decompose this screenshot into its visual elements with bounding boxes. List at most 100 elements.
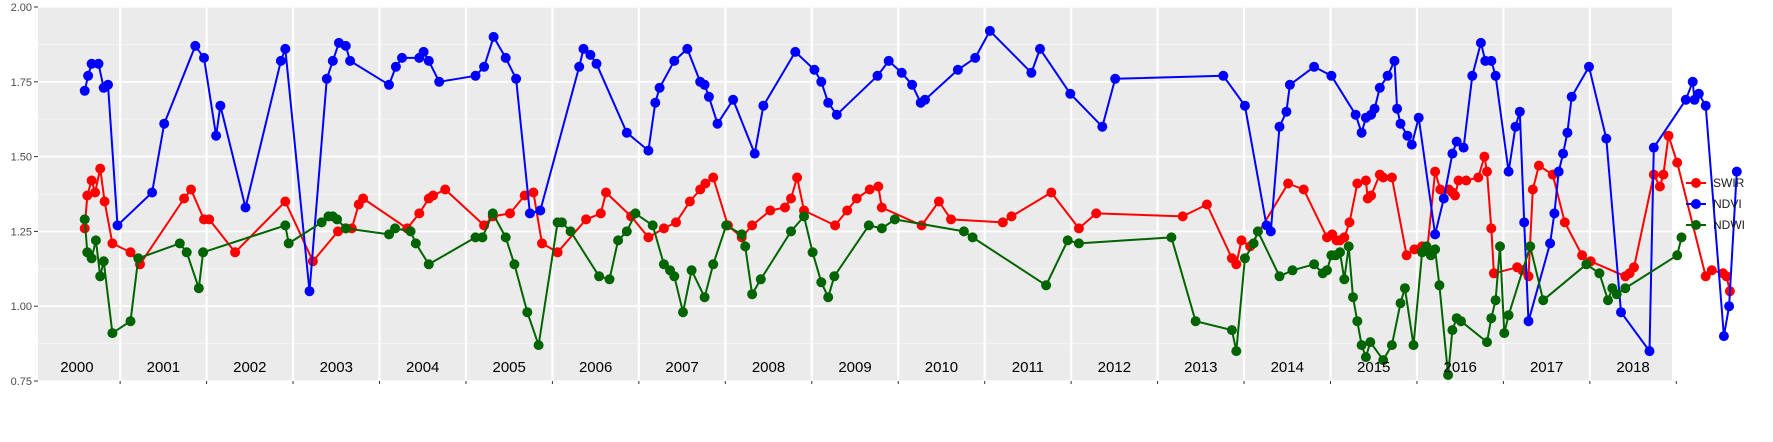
data-point xyxy=(240,202,251,213)
data-point xyxy=(595,208,606,219)
data-point xyxy=(883,55,894,66)
data-point xyxy=(1065,88,1076,99)
data-point xyxy=(179,193,190,204)
data-point xyxy=(958,226,969,237)
data-point xyxy=(1584,61,1594,72)
data-point xyxy=(1265,226,1276,237)
data-point xyxy=(1218,70,1229,81)
data-point xyxy=(1450,190,1460,201)
data-point xyxy=(1298,184,1309,195)
data-point xyxy=(842,205,853,216)
data-point xyxy=(952,64,963,75)
data-point xyxy=(1356,340,1367,351)
data-point xyxy=(528,187,539,198)
data-point xyxy=(1190,316,1201,327)
data-point xyxy=(1700,100,1711,111)
data-point xyxy=(500,232,511,243)
data-point xyxy=(1281,106,1292,117)
data-point xyxy=(1430,229,1441,240)
data-point xyxy=(1352,316,1363,327)
data-point xyxy=(423,259,434,270)
data-point xyxy=(755,274,766,285)
data-point xyxy=(556,217,567,228)
data-point xyxy=(863,220,874,231)
data-point xyxy=(384,229,394,240)
data-point xyxy=(1482,337,1492,348)
data-point xyxy=(1408,340,1419,351)
data-point xyxy=(816,76,827,87)
data-point xyxy=(95,163,106,174)
data-point xyxy=(511,73,522,84)
data-point xyxy=(700,178,711,189)
data-point xyxy=(1616,307,1626,318)
data-point xyxy=(1503,166,1514,177)
data-point xyxy=(1395,298,1406,309)
data-point xyxy=(1062,235,1073,246)
data-point xyxy=(1724,301,1735,312)
data-point xyxy=(1721,271,1732,282)
data-point xyxy=(1386,172,1397,183)
data-point xyxy=(190,40,201,51)
data-point xyxy=(103,79,113,90)
data-point xyxy=(1421,241,1432,252)
data-point xyxy=(479,61,490,72)
data-point xyxy=(1252,226,1263,237)
data-point xyxy=(1091,208,1102,219)
data-point xyxy=(509,259,520,270)
data-point xyxy=(1601,133,1612,144)
data-point xyxy=(1479,151,1490,162)
data-point xyxy=(765,205,776,216)
data-point xyxy=(283,238,294,249)
data-point xyxy=(591,58,602,69)
data-point xyxy=(125,247,136,258)
data-point xyxy=(1035,43,1045,54)
data-point xyxy=(1558,148,1569,159)
data-point xyxy=(699,292,710,303)
data-point xyxy=(1620,283,1631,294)
data-point xyxy=(1343,241,1354,252)
data-point xyxy=(112,220,123,231)
data-point xyxy=(1510,121,1521,132)
data-point xyxy=(1458,142,1469,153)
data-point xyxy=(1322,265,1332,276)
data-point xyxy=(1413,112,1424,123)
data-point xyxy=(747,289,758,300)
data-point xyxy=(95,271,106,282)
data-point xyxy=(786,226,796,237)
data-point xyxy=(1490,295,1501,306)
data-point xyxy=(397,52,407,63)
year-label: 2009 xyxy=(838,359,871,376)
series-ndwi xyxy=(79,208,1687,380)
data-point xyxy=(93,58,104,69)
y-tick-label: 1.75 xyxy=(11,77,32,89)
data-point xyxy=(864,184,875,195)
data-point xyxy=(643,145,654,156)
legend-label: SWIR xyxy=(1713,176,1745,190)
data-point xyxy=(1309,259,1320,270)
data-point xyxy=(1545,238,1556,249)
data-point xyxy=(79,85,90,96)
data-point xyxy=(1461,175,1472,186)
data-point xyxy=(650,97,661,108)
data-point xyxy=(669,271,680,282)
data-point xyxy=(604,274,615,285)
data-point xyxy=(1700,271,1711,282)
data-point xyxy=(896,67,907,78)
data-point xyxy=(198,247,209,258)
data-point xyxy=(654,82,665,93)
data-point xyxy=(1386,340,1397,351)
data-point xyxy=(552,247,563,258)
data-point xyxy=(682,43,693,54)
data-point xyxy=(1603,295,1613,306)
data-point xyxy=(1339,232,1350,243)
data-point xyxy=(1499,328,1510,339)
data-point xyxy=(340,40,351,51)
data-point xyxy=(537,238,547,249)
data-point xyxy=(1378,355,1389,366)
data-point xyxy=(1360,175,1371,186)
data-point xyxy=(1335,247,1345,258)
data-point xyxy=(647,220,658,231)
data-point xyxy=(147,187,158,198)
data-point xyxy=(500,52,511,63)
